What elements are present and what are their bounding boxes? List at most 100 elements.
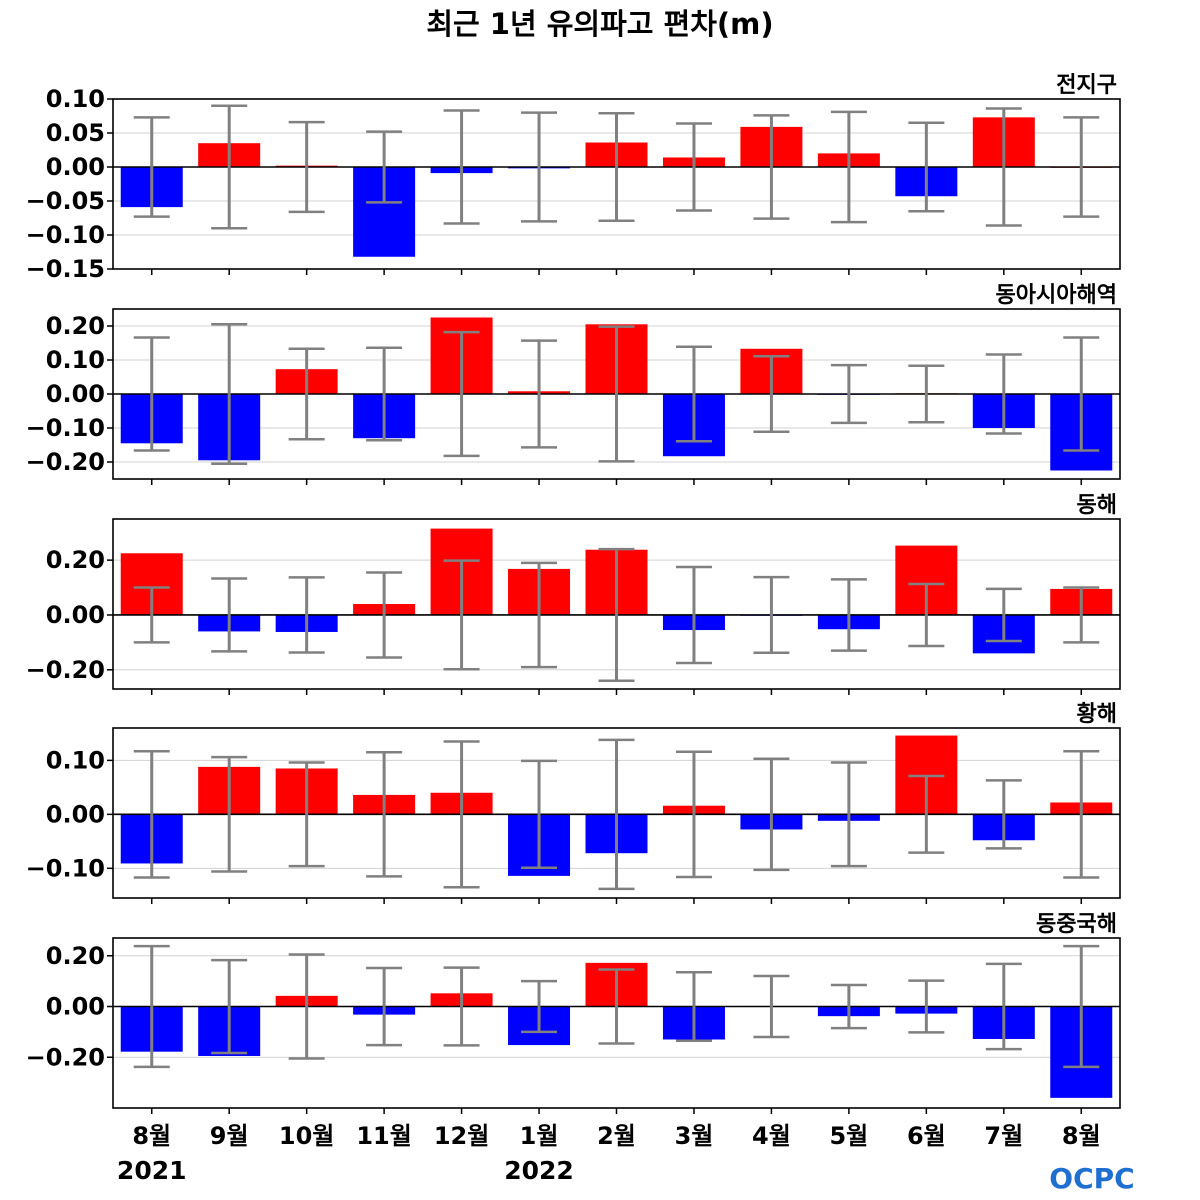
x-tick-label: 1월 bbox=[520, 1122, 559, 1150]
panel-title: 동해 bbox=[1077, 493, 1117, 518]
x-tick-label: 3월 bbox=[675, 1122, 714, 1150]
panel-title: 황해 bbox=[1077, 702, 1117, 727]
panel-title: 동중국해 bbox=[1036, 912, 1117, 937]
error-bar bbox=[985, 962, 1022, 1051]
error-bar bbox=[133, 586, 170, 644]
error-bar bbox=[366, 571, 403, 659]
error-bar bbox=[985, 587, 1022, 643]
error-bar bbox=[753, 575, 790, 655]
error-bar bbox=[675, 122, 712, 212]
error-bar bbox=[598, 738, 635, 891]
y-tick-label: 0.10 bbox=[46, 746, 105, 774]
panel-5: 동중국해 0.20 0.00 −0.20 bbox=[26, 912, 1121, 1114]
error-bar bbox=[830, 983, 867, 1030]
error-bar bbox=[598, 547, 635, 683]
error-bar bbox=[753, 114, 790, 220]
error-bar bbox=[1063, 336, 1100, 452]
x-tick-label: 7월 bbox=[984, 1122, 1023, 1150]
error-bar bbox=[598, 325, 635, 463]
error-bar bbox=[1063, 586, 1100, 644]
y-tick-label: 0.00 bbox=[46, 800, 105, 828]
error-bar bbox=[830, 363, 867, 425]
error-bar bbox=[675, 750, 712, 879]
error-bar bbox=[211, 323, 248, 465]
error-bar bbox=[1063, 116, 1100, 218]
logo-text: OCPC bbox=[1049, 1162, 1134, 1195]
y-tick-label: −0.20 bbox=[26, 448, 105, 476]
error-bar bbox=[443, 330, 480, 458]
error-bar bbox=[521, 339, 558, 449]
error-bar bbox=[133, 749, 170, 879]
panel-title: 동아시아해역 bbox=[996, 283, 1117, 308]
panel-4: 황해 0.10 0.00 −0.10 bbox=[26, 702, 1121, 904]
error-bar bbox=[985, 107, 1022, 227]
x-tick-label: 10월 bbox=[279, 1122, 334, 1150]
panel-3: 동해 0.20 0.00 −0.20 bbox=[26, 493, 1121, 695]
error-bar bbox=[1063, 749, 1100, 879]
chart-panels: 전지구 0.10 0.05 0.00 −0.05 −0.10 −0.15 동아시아해역 0.20… bbox=[26, 73, 1121, 1114]
y-tick-label: −0.10 bbox=[26, 221, 105, 249]
y-tick-label: 0.20 bbox=[46, 312, 105, 340]
y-tick-label: −0.10 bbox=[26, 414, 105, 442]
y-tick-label: 0.10 bbox=[46, 346, 105, 374]
y-tick-label: 0.00 bbox=[46, 153, 105, 181]
error-bar bbox=[288, 761, 325, 868]
error-bar bbox=[908, 582, 945, 648]
x-tick-label: 8월 bbox=[1062, 1122, 1101, 1150]
error-bar bbox=[288, 953, 325, 1060]
error-bar bbox=[753, 355, 790, 433]
y-tick-label: 0.00 bbox=[46, 993, 105, 1021]
x-tick-label: 6월 bbox=[907, 1122, 946, 1150]
panel-2: 동아시아해역 0.20 0.10 0.00 −0.10 −0.20 bbox=[26, 283, 1121, 485]
error-bar bbox=[211, 755, 248, 873]
y-tick-label: 0.05 bbox=[46, 119, 105, 147]
y-tick-label: −0.05 bbox=[26, 187, 105, 215]
error-bar bbox=[985, 353, 1022, 435]
year-label: 2022 bbox=[504, 1156, 574, 1185]
error-bar bbox=[366, 751, 403, 878]
error-bar bbox=[521, 759, 558, 870]
error-bar bbox=[211, 958, 248, 1055]
error-bar bbox=[521, 111, 558, 223]
error-bar bbox=[288, 120, 325, 214]
error-bar bbox=[753, 974, 790, 1039]
error-bar bbox=[133, 944, 170, 1069]
error-bar bbox=[675, 345, 712, 443]
error-bar bbox=[443, 109, 480, 225]
x-tick-label: 5월 bbox=[829, 1122, 868, 1150]
x-tick-label: 2월 bbox=[597, 1122, 636, 1150]
ocpc-logo: OCPC bbox=[1049, 1162, 1134, 1195]
error-bar bbox=[753, 757, 790, 872]
error-bar bbox=[675, 565, 712, 665]
x-tick-label: 8월 bbox=[132, 1122, 171, 1150]
y-tick-label: 0.10 bbox=[46, 85, 105, 113]
error-bar bbox=[675, 971, 712, 1043]
error-bar bbox=[908, 979, 945, 1034]
y-tick-label: −0.20 bbox=[26, 1043, 105, 1071]
error-bar bbox=[366, 346, 403, 442]
error-bar bbox=[443, 966, 480, 1047]
error-bar bbox=[908, 121, 945, 213]
panel-title: 전지구 bbox=[1056, 73, 1117, 98]
error-bar bbox=[366, 130, 403, 204]
error-bar bbox=[288, 347, 325, 441]
error-bar bbox=[830, 578, 867, 652]
y-tick-label: 0.20 bbox=[46, 546, 105, 574]
error-bar bbox=[443, 559, 480, 671]
error-bar bbox=[830, 761, 867, 868]
panel-1: 전지구 0.10 0.05 0.00 −0.05 −0.10 −0.15 bbox=[26, 73, 1121, 283]
y-tick-label: 0.00 bbox=[46, 380, 105, 408]
y-tick-label: 0.20 bbox=[46, 942, 105, 970]
y-tick-label: −0.20 bbox=[26, 656, 105, 684]
error-bar bbox=[211, 104, 248, 230]
y-tick-label: −0.10 bbox=[26, 854, 105, 882]
error-bar bbox=[211, 577, 248, 653]
error-bar bbox=[985, 779, 1022, 850]
x-tick-label: 9월 bbox=[210, 1122, 249, 1150]
error-bar bbox=[366, 966, 403, 1047]
error-bar bbox=[288, 576, 325, 654]
x-axis-labels: 8월 9월 10월 11월 12월 1월 2월 3월 4월 5월 6월 7월 8월 2021 2022 bbox=[117, 1122, 1101, 1185]
error-bar bbox=[133, 116, 170, 218]
error-bar bbox=[598, 112, 635, 222]
